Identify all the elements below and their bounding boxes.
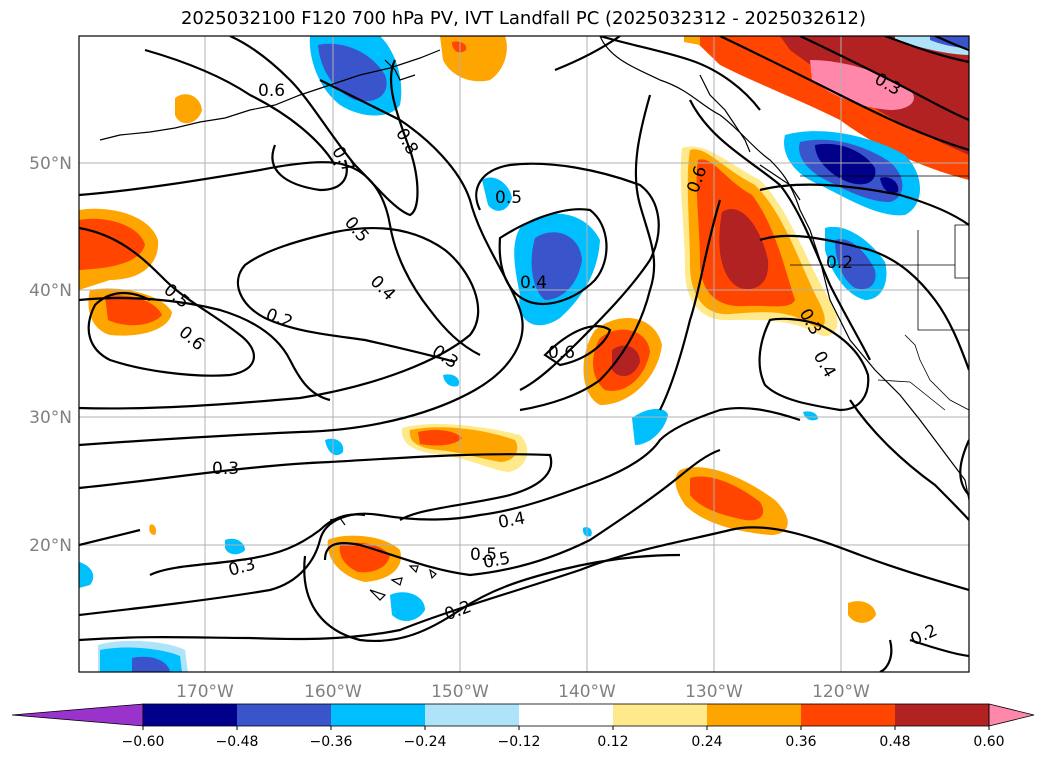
colorbar-segment [707,704,802,726]
lon-label: 140°W [558,682,616,702]
pv-negative-blob [443,374,460,387]
lon-label: 170°W [176,682,234,702]
pv-negative-blob [79,562,94,588]
colorbar: −0.60 −0.48 −0.36 −0.24 −0.12 0.12 0.24 0.36 0.4… [11,703,1035,750]
lat-label: 40°N [29,281,72,301]
colorbar-tick-label: −0.12 [498,734,541,750]
colorbar-segment [331,704,426,726]
pv-negative-blob [225,538,245,555]
lat-label: 30°N [29,408,72,428]
map-area [79,36,969,672]
contour-label: 0.5 [470,545,497,565]
pv-positive-blob [848,601,876,623]
colorbar-tick-label: 0.12 [597,734,628,750]
lon-label: 160°W [304,682,362,702]
pv-positive-blob [810,60,914,110]
colorbar-tick-label: 0.36 [785,734,816,750]
colorbar-segment [613,704,708,726]
pv-negative-blob [482,177,512,211]
pv-negative-blob [803,411,818,421]
map-frame [78,35,970,673]
contour-label: 0.6 [258,81,285,101]
colorbar-extension-low [11,703,144,727]
colorbar-segment [895,704,990,726]
latitude-labels: 50°N 40°N 30°N 20°N [29,154,72,556]
map-title: 2025032100 F120 700 hPa PV, IVT Landfall… [180,8,867,29]
lat-label: 20°N [29,536,72,556]
colorbar-tick-label: 0.48 [879,734,910,750]
contour-label: 0.4 [520,273,547,293]
contour-label: 0.5 [495,188,522,208]
pv-shading [79,36,969,672]
longitude-labels: 170°W 160°W 150°W 140°W 130°W 120°W [176,682,870,702]
contour-label: 0.4 [497,509,527,533]
lon-label: 130°W [685,682,743,702]
colorbar-tick-label: 0.60 [973,734,1004,750]
colorbar-segment [143,704,238,726]
contour-label: 0.5 [482,549,512,573]
lat-label: 50°N [29,154,72,174]
pv-negative-blob [390,592,425,622]
contour-label: 0.6 [548,343,575,363]
pv-negative-blob [325,438,344,456]
colorbar-segment [425,704,520,726]
colorbar-tick-label: −0.24 [404,734,447,750]
contour-label: 0.3 [212,459,239,479]
colorbar-segment [801,704,896,726]
pv-positive-blob [175,94,202,124]
contour-label: 0.2 [826,253,853,273]
pv-negative-blob [632,408,668,445]
lon-label: 120°W [812,682,870,702]
ivt-contours [79,36,969,672]
colorbar-tick-label: −0.60 [122,734,165,750]
colorbar-segment [519,704,614,726]
colorbar-tick-label: 0.24 [691,734,722,750]
lon-label: 150°W [431,682,489,702]
colorbar-frame [142,703,990,727]
colorbar-tick-label: −0.48 [216,734,259,750]
colorbar-segment [237,704,332,726]
colorbar-tick-label: −0.36 [310,734,353,750]
colorbar-extension-high [988,703,1035,727]
